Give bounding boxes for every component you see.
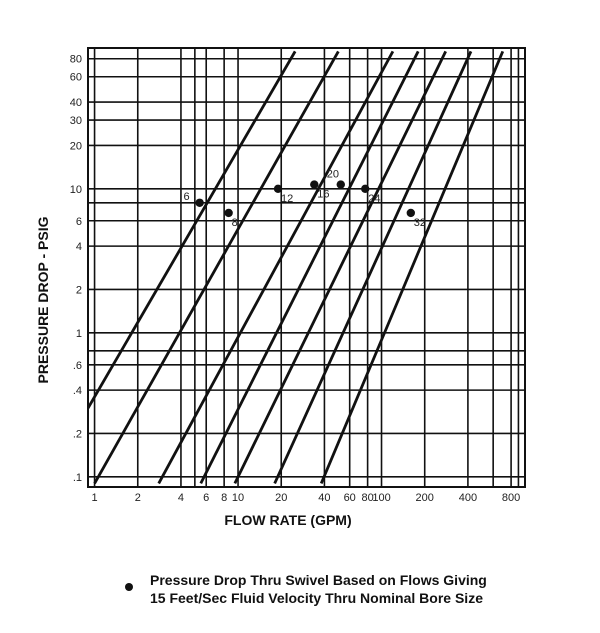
plot-frame: [87, 47, 526, 488]
x-axis-label: FLOW RATE (GPM): [224, 512, 351, 528]
series-line-8: [93, 50, 340, 485]
series-line-6: [88, 50, 297, 409]
y-tick-label: 10: [70, 184, 82, 196]
y-tick-label: 40: [70, 97, 82, 109]
x-tick-label: 200: [416, 492, 434, 504]
series-lines: [88, 50, 505, 485]
x-tick-label: 20: [275, 492, 287, 504]
series-marker-16: [310, 180, 319, 189]
x-tick-label: 4: [178, 492, 184, 504]
x-tick-label: 1: [92, 492, 98, 504]
x-tick-label: 10: [232, 492, 244, 504]
series-line-24: [273, 50, 473, 485]
y-tick-label: 30: [70, 115, 82, 127]
series-label-20: 20: [327, 169, 339, 181]
series-label-6: 6: [184, 191, 190, 203]
x-tick-label: 6: [203, 492, 209, 504]
y-tick-label: 6: [76, 216, 82, 228]
x-tick-label: 40: [318, 492, 330, 504]
y-tick-label: .4: [73, 385, 82, 397]
series-line-20: [233, 50, 447, 485]
x-tick-label: 80: [361, 492, 373, 504]
y-tick-label: 4: [76, 241, 82, 253]
y-tick-label: 80: [70, 54, 82, 66]
legend: Pressure Drop Thru Swivel Based on Flows…: [125, 571, 548, 607]
series-label-24: 24: [368, 193, 380, 205]
x-tick-label: 100: [372, 492, 390, 504]
y-tick-label: .6: [73, 360, 82, 372]
legend-line-2: 15 Feet/Sec Fluid Velocity Thru Nominal …: [150, 590, 483, 606]
y-tick-label: .2: [73, 428, 82, 440]
series-marker-6: [195, 198, 204, 207]
x-tick-label: 60: [344, 492, 356, 504]
series-label-16: 16: [317, 189, 329, 201]
y-tick-label: 1: [76, 328, 82, 340]
series-label-32: 32: [414, 217, 426, 229]
y-tick-label: .1: [73, 472, 82, 484]
y-axis-label: PRESSURE DROP - PSIG: [35, 216, 51, 383]
series-label-12: 12: [281, 193, 293, 205]
series-marker-8: [224, 208, 233, 218]
x-tick-label: 2: [135, 492, 141, 504]
y-tick-label: 2: [76, 284, 82, 296]
series-marker-20: [336, 180, 345, 189]
series-line-12: [157, 50, 395, 485]
x-tick-label: 800: [502, 492, 520, 504]
series-line-32: [319, 50, 505, 484]
x-tick-label: 400: [459, 492, 477, 504]
gridlines: [88, 48, 525, 487]
y-tick-labels: .1 .2 .4 .6 1 2 4 6 10 20 30 40 60 80: [70, 54, 82, 484]
series-marker-32: [406, 208, 416, 218]
series-line-16: [199, 50, 420, 485]
legend-line-1: Pressure Drop Thru Swivel Based on Flows…: [150, 572, 487, 588]
series-marker-12: [273, 184, 283, 194]
series-label-8: 8: [232, 217, 238, 229]
x-tick-label: 8: [221, 492, 227, 504]
y-tick-label: 20: [70, 140, 82, 152]
series-markers: 6 8 12 16 20 24 32: [184, 169, 427, 229]
y-tick-label: 60: [70, 72, 82, 84]
legend-dot-icon: [125, 583, 133, 591]
series-marker-24: [361, 184, 370, 194]
